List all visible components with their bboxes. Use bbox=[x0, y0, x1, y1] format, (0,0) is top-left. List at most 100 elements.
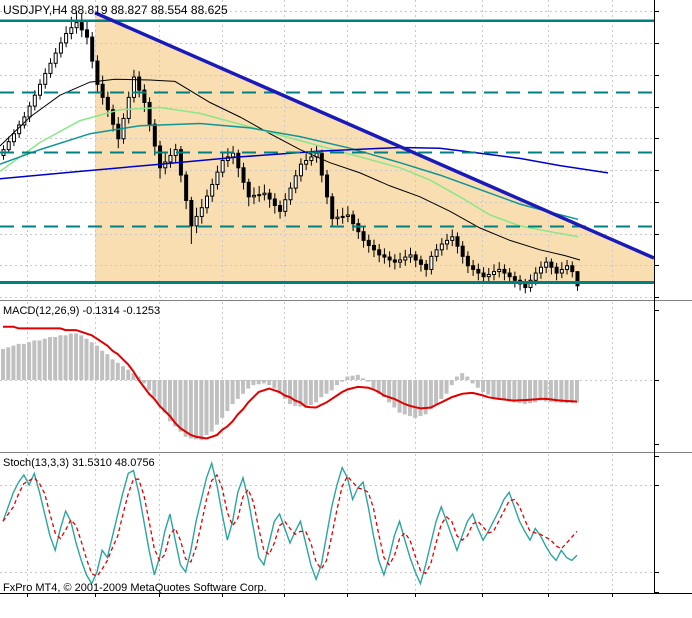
candle-body bbox=[147, 101, 152, 125]
candle-body bbox=[403, 256, 408, 261]
candle-body bbox=[398, 259, 403, 263]
candle-body bbox=[486, 273, 491, 278]
candle-body bbox=[544, 261, 549, 268]
axis-lines bbox=[0, 0, 692, 597]
candle-body bbox=[538, 266, 543, 274]
candle-body bbox=[11, 133, 16, 143]
candle-body bbox=[507, 272, 512, 278]
candle-body bbox=[445, 239, 450, 245]
candle-body bbox=[43, 72, 48, 85]
candle-body bbox=[413, 254, 418, 261]
candle-body bbox=[330, 196, 335, 220]
time-axis[interactable]: 21 Oct 200926 Oct 00:0028 Oct 16:002 Nov… bbox=[0, 594, 692, 618]
candle-body bbox=[351, 214, 356, 225]
candle-body bbox=[220, 160, 225, 173]
candle-body bbox=[434, 249, 439, 257]
candle-body bbox=[64, 33, 69, 44]
stoch-panel[interactable] bbox=[0, 454, 654, 592]
main-chart-panel[interactable] bbox=[0, 0, 654, 299]
candle-body bbox=[137, 76, 142, 91]
macd-panel[interactable] bbox=[0, 302, 654, 451]
candle-body bbox=[262, 192, 267, 196]
candle-body bbox=[471, 265, 476, 270]
chart-title: USDJPY,H4 88.819 88.827 88.554 88.625 bbox=[3, 3, 228, 17]
candle-body bbox=[325, 174, 330, 198]
candle-body bbox=[6, 141, 11, 151]
candle-body bbox=[95, 60, 100, 85]
candle-body bbox=[111, 109, 116, 125]
candle-body bbox=[387, 256, 392, 261]
candle-body bbox=[361, 231, 366, 241]
candle-body bbox=[340, 215, 345, 218]
candle-body bbox=[205, 195, 210, 209]
candle-body bbox=[309, 156, 314, 162]
candle-body bbox=[241, 167, 246, 183]
candle-body bbox=[570, 265, 575, 273]
ma-black bbox=[0, 78, 581, 261]
candle-body bbox=[210, 183, 215, 197]
candle-body bbox=[100, 83, 105, 98]
candle-body bbox=[74, 22, 79, 29]
candle-body bbox=[184, 174, 189, 201]
candle-body bbox=[450, 236, 455, 241]
candle-body bbox=[424, 263, 429, 270]
candle-body bbox=[152, 123, 157, 147]
candle-body bbox=[512, 276, 517, 281]
candle-body bbox=[105, 96, 110, 111]
candle-body bbox=[32, 94, 37, 107]
ma-green bbox=[0, 106, 579, 238]
candle-body bbox=[246, 181, 251, 198]
candle-body bbox=[554, 266, 559, 274]
candle-body bbox=[142, 89, 147, 103]
candle-body bbox=[491, 271, 496, 275]
macd-histogram bbox=[1, 333, 579, 441]
candle-body bbox=[497, 268, 502, 273]
candle-body bbox=[163, 161, 168, 169]
candle-body bbox=[481, 272, 486, 278]
candle-body bbox=[53, 52, 58, 64]
descending-trendline[interactable] bbox=[94, 11, 655, 260]
candle-body bbox=[455, 236, 460, 247]
candle-body bbox=[158, 145, 163, 169]
candle-body bbox=[126, 96, 131, 119]
candle-body bbox=[298, 163, 303, 177]
candle-body bbox=[345, 214, 350, 217]
stoch-signal-line bbox=[2, 473, 578, 578]
candle-body bbox=[131, 76, 136, 98]
candle-body bbox=[476, 268, 481, 274]
candle-body bbox=[58, 42, 63, 54]
candle-body bbox=[84, 29, 89, 38]
gridlines bbox=[0, 0, 654, 592]
stoch-label: Stoch(13,3,3) 31.5310 48.0756 bbox=[3, 457, 155, 469]
candle-body bbox=[90, 36, 95, 62]
stoch-main-line bbox=[2, 460, 578, 586]
candle-body bbox=[533, 272, 538, 281]
candle-body bbox=[366, 239, 371, 246]
candle-body bbox=[257, 194, 262, 197]
candle-body bbox=[377, 249, 382, 256]
macd-signal-line bbox=[3, 325, 578, 440]
candle-body bbox=[38, 83, 43, 96]
price-axis[interactable]: 92.41091.97091.53091.09090.66090.22089.7… bbox=[654, 0, 692, 593]
ma-teal bbox=[0, 122, 579, 221]
candle-body bbox=[335, 216, 340, 220]
candle-body bbox=[69, 27, 74, 35]
candle-body bbox=[116, 123, 121, 140]
candle-body bbox=[304, 160, 309, 165]
candle-body bbox=[356, 223, 361, 233]
candle-body bbox=[293, 175, 298, 189]
candle-body bbox=[382, 254, 387, 258]
candle-body bbox=[236, 152, 241, 169]
candle-body bbox=[48, 62, 53, 74]
candle-body bbox=[460, 245, 465, 257]
candle-body bbox=[392, 259, 397, 263]
panel-separators bbox=[0, 300, 692, 453]
macd-label: MACD(12,26,9) -0.1314 -0.1253 bbox=[3, 305, 161, 317]
candle-body bbox=[272, 198, 277, 207]
candle-body bbox=[549, 261, 554, 268]
candle-body bbox=[189, 199, 194, 227]
candle-body bbox=[575, 271, 580, 287]
candle-body bbox=[502, 268, 507, 274]
candle-body bbox=[278, 205, 283, 212]
